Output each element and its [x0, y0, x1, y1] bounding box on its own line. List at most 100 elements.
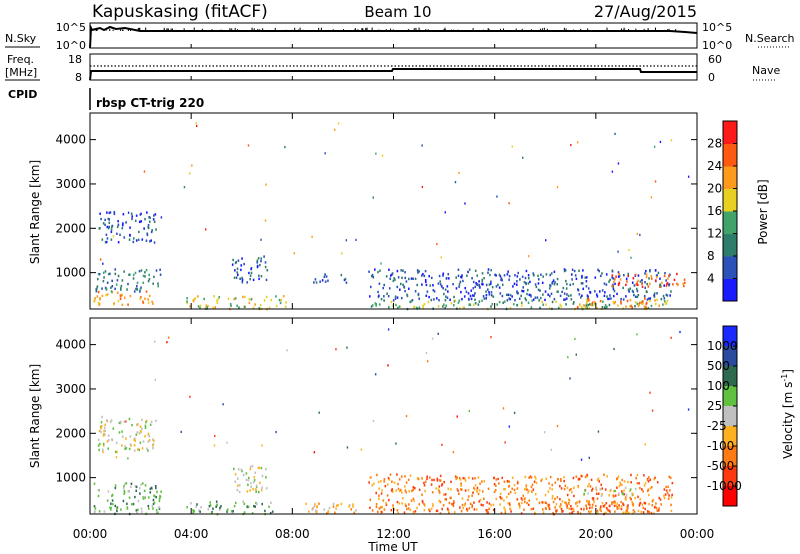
data-cell: [247, 483, 249, 486]
data-cell: [236, 304, 238, 307]
data-cell: [120, 508, 122, 511]
data-cell: [268, 505, 270, 508]
data-cell: [650, 304, 653, 308]
data-cell: [587, 502, 590, 505]
data-cell: [232, 258, 234, 262]
data-cell: [482, 504, 484, 507]
data-cell: [669, 294, 672, 297]
data-cell: [480, 503, 483, 506]
data-cell: [403, 511, 406, 514]
data-cell: [551, 494, 554, 498]
data-cell: [115, 441, 118, 445]
data-cell: [152, 498, 155, 502]
data-cell: [566, 486, 569, 489]
data-cell: [572, 476, 575, 480]
data-cell: [118, 421, 121, 425]
data-cell: [387, 294, 390, 298]
data-cell: [134, 271, 137, 275]
data-cell: [479, 482, 481, 485]
data-cell: [373, 482, 375, 485]
data-cell: [671, 481, 674, 485]
data-cell: [424, 489, 426, 493]
data-cell: [368, 481, 370, 484]
data-cell: [447, 487, 450, 490]
data-cell: [601, 493, 603, 496]
data-cell: [526, 292, 528, 296]
data-cell: [476, 274, 479, 277]
data-cell: [655, 506, 658, 510]
data-cell: [136, 284, 138, 288]
data-cell: [556, 424, 559, 428]
data-cell: [682, 282, 684, 285]
data-cell: [529, 475, 532, 478]
data-cell: [580, 474, 582, 477]
colorbar-tick-label: 12: [707, 227, 722, 241]
data-cell: [535, 481, 538, 485]
data-cell: [249, 465, 252, 469]
data-cell: [644, 502, 647, 505]
data-cell: [390, 273, 393, 276]
data-cell: [194, 297, 197, 300]
data-cell: [439, 474, 442, 478]
data-cell: [131, 423, 133, 427]
data-cell: [478, 489, 481, 492]
data-cell: [257, 257, 260, 260]
data-cell: [323, 275, 326, 279]
data-cell: [105, 419, 108, 422]
data-cell: [154, 484, 157, 488]
data-cell: [453, 295, 455, 299]
data-cell: [646, 298, 649, 301]
data-cell: [129, 226, 131, 229]
data-cell: [676, 282, 678, 286]
data-cell: [560, 477, 562, 481]
data-cell: [608, 509, 611, 513]
data-cell: [668, 283, 671, 286]
data-cell: [138, 487, 141, 490]
data-cell: [195, 122, 197, 125]
data-cell: [260, 259, 262, 263]
data-cell: [641, 488, 643, 491]
data-cell: [209, 501, 211, 504]
data-cell: [556, 290, 559, 293]
data-cell: [420, 274, 423, 277]
data-cell: [401, 276, 403, 279]
data-cell: [617, 275, 620, 278]
data-cell: [613, 495, 615, 498]
data-cell: [641, 279, 643, 282]
data-cell: [244, 295, 246, 299]
data-cell: [570, 504, 572, 508]
data-cell: [240, 268, 242, 272]
data-cell: [388, 498, 390, 502]
data-cell: [282, 294, 285, 298]
data-cell: [441, 507, 443, 511]
data-cell: [130, 212, 133, 215]
data-cell: [471, 277, 473, 280]
data-cell: [575, 475, 578, 478]
data-cell: [123, 270, 125, 273]
data-cell: [117, 241, 120, 244]
data-cell: [651, 504, 654, 507]
data-cell: [397, 487, 400, 491]
data-cell: [530, 295, 532, 298]
data-cell: [556, 186, 559, 189]
data-cell: [583, 492, 586, 496]
data-cell: [653, 145, 656, 148]
data-cell: [495, 497, 498, 501]
data-cell: [663, 297, 666, 300]
data-cell: [121, 227, 124, 230]
data-cell: [605, 501, 608, 505]
data-cell: [314, 503, 316, 506]
data-cell: [138, 432, 141, 435]
data-cell: [242, 500, 244, 503]
data-cell: [618, 274, 621, 277]
data-cell: [614, 501, 616, 504]
data-cell: [400, 269, 402, 272]
data-cell: [251, 464, 254, 468]
data-cell: [233, 276, 236, 279]
data-cell: [509, 507, 512, 510]
data-cell: [226, 441, 228, 444]
data-cell: [422, 304, 424, 307]
data-cell: [467, 498, 469, 502]
data-cell: [639, 501, 642, 505]
data-cell: [167, 336, 170, 339]
